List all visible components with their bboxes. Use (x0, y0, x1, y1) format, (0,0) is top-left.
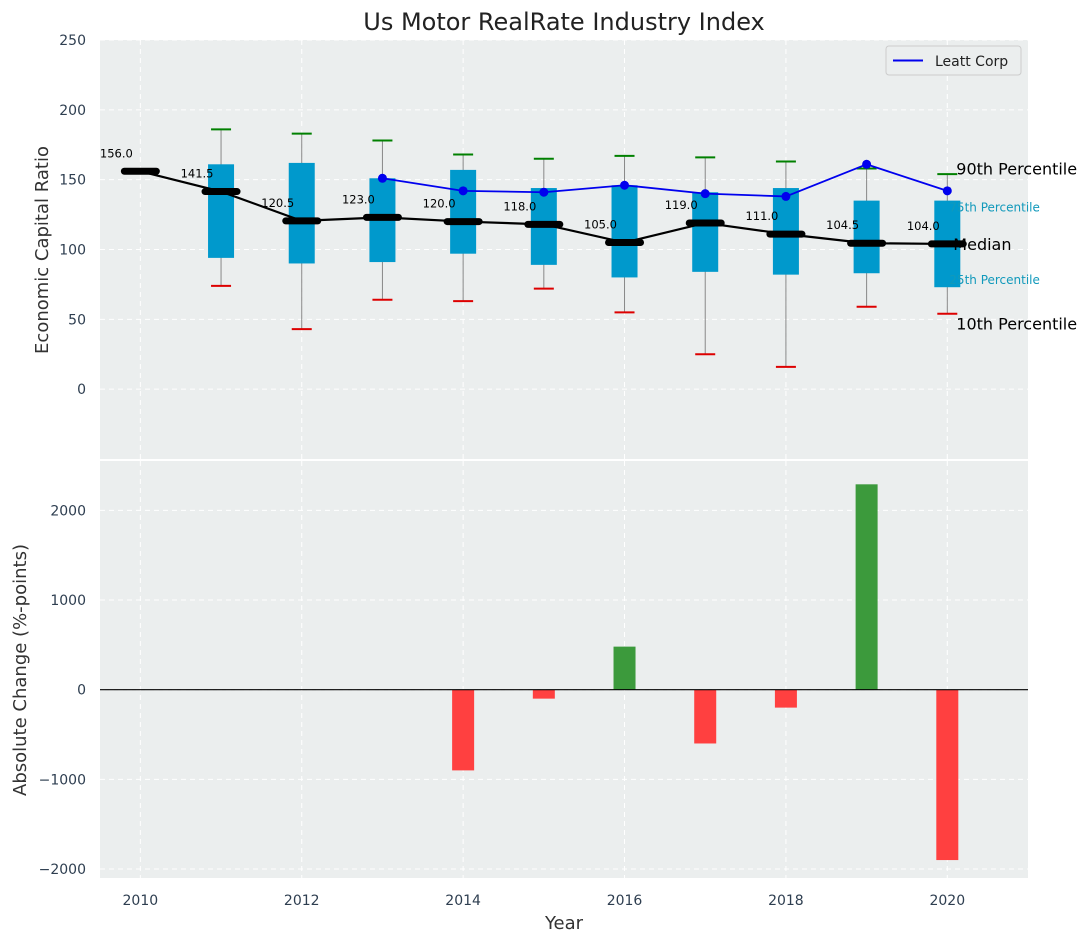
company-point (700, 189, 710, 199)
change-bar (532, 689, 555, 699)
company-line (382, 163, 948, 198)
change-bar (613, 646, 636, 690)
x-tick-label: 2018 (768, 893, 804, 909)
company-point (781, 191, 791, 201)
median-value-label: 120.0 (423, 197, 456, 211)
iqr-box (450, 169, 477, 254)
change-bar (774, 689, 797, 708)
top-y-tick-label: 50 (68, 312, 86, 328)
median-value-label: 156.0 (100, 146, 133, 160)
chart-title: Us Motor RealRate Industry Index (363, 8, 765, 36)
iqr-box (208, 164, 235, 258)
iqr-box (288, 162, 315, 264)
company-point (862, 159, 872, 169)
bottom-y-tick-label: −2000 (39, 862, 86, 878)
median-value-label: 104.0 (907, 219, 940, 233)
annotation-p90: 90th Percentile (956, 159, 1077, 178)
x-axis-label: Year (544, 913, 584, 934)
bottom-y-tick-label: 1000 (50, 593, 86, 609)
median-value-label: 111.0 (745, 209, 778, 223)
company-point (942, 186, 952, 196)
legend-box (885, 45, 1022, 76)
company-point (620, 180, 630, 190)
bottom-y-axis-label: Absolute Change (%-points) (10, 544, 31, 796)
median-value-label: 105.0 (584, 218, 617, 232)
x-tick-label: 2010 (123, 893, 159, 909)
top-y-tick-label: 150 (59, 173, 86, 189)
change-bar (694, 689, 717, 744)
company-point (458, 186, 468, 196)
company-point (377, 173, 387, 183)
bottom-y-tick-label: 2000 (50, 503, 86, 519)
x-tick-label: 2020 (929, 893, 965, 909)
legend-label: Leatt Corp (935, 54, 1008, 70)
x-tick-label: 2014 (445, 893, 481, 909)
median-value-label: 141.5 (181, 167, 214, 181)
annotation-median: Median (953, 235, 1011, 254)
top-panel: 0 50 100 150 200 250 156.0 141.5 120.5 123.0 120.0… (59, 33, 1077, 459)
top-y-tick-label: 250 (59, 33, 86, 49)
bottom-plot-area (100, 461, 1028, 878)
annotation-p75: 75th Percentile (949, 201, 1040, 215)
annotation-p10: 10th Percentile (956, 315, 1077, 334)
x-tick-label: 2012 (284, 893, 320, 909)
x-tick-label: 2016 (607, 893, 643, 909)
iqr-box (692, 192, 719, 272)
top-y-tick-label: 0 (77, 382, 86, 398)
annotation-p25: 25th Percentile (949, 273, 1040, 287)
iqr-box (611, 185, 638, 278)
top-y-tick-label: 200 (59, 103, 86, 119)
median-value-label: 119.0 (665, 198, 698, 212)
median-value-label: 120.5 (261, 196, 294, 210)
iqr-box (853, 200, 880, 274)
top-y-axis-label: Economic Capital Ratio (32, 146, 53, 354)
bottom-panel: −2000 −1000 0 1000 2000 2010 2012 2014 2016 2018 2… (39, 461, 1028, 909)
median-value-label: 118.0 (503, 199, 536, 213)
company-point (539, 187, 549, 197)
top-y-tick-label: 100 (59, 243, 86, 259)
median-value-label: 123.0 (342, 192, 375, 206)
change-bar (936, 689, 959, 861)
median-value-label: 104.5 (826, 218, 859, 232)
bottom-y-tick-label: 0 (77, 683, 86, 699)
change-bar (855, 484, 878, 690)
bottom-y-tick-label: −1000 (39, 772, 86, 788)
legend: Leatt Corp (885, 45, 1022, 76)
change-bar (452, 689, 475, 771)
